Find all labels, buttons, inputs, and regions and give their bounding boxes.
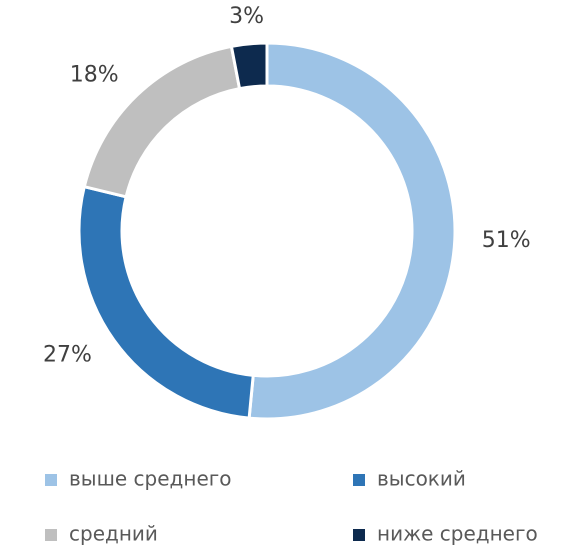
legend-swatch (353, 529, 365, 541)
data-label: 51% (482, 228, 531, 253)
donut-slice (247, 41, 457, 421)
donut-slice (77, 184, 255, 420)
legend-label: средний (69, 522, 158, 546)
donut-slice (229, 41, 269, 91)
data-label: 18% (70, 62, 119, 87)
legend-label: выше среднего (69, 467, 232, 491)
legend-label: высокий (377, 467, 466, 491)
legend-swatch (45, 474, 57, 486)
data-label: 27% (43, 343, 92, 368)
legend-swatch (353, 474, 365, 486)
legend-swatch (45, 529, 57, 541)
legend-label: ниже среднего (377, 522, 538, 546)
data-label: 3% (229, 4, 264, 29)
